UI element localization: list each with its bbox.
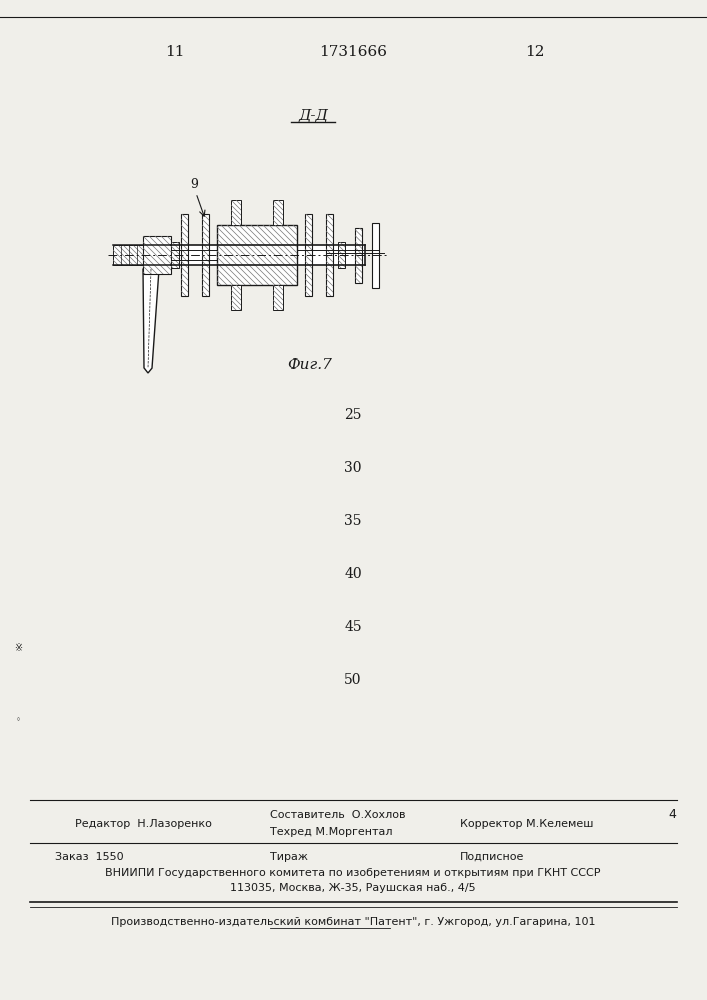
Polygon shape	[273, 285, 283, 310]
Text: Производственно-издательский комбинат "Патент", г. Ужгород, ул.Гагарина, 101: Производственно-издательский комбинат "П…	[111, 917, 595, 927]
Polygon shape	[143, 269, 159, 373]
Text: Техред М.Моргентал: Техред М.Моргентал	[270, 827, 392, 837]
Text: Заказ  1550: Заказ 1550	[55, 852, 124, 862]
Text: Корректор М.Келемеш: Корректор М.Келемеш	[460, 819, 593, 829]
Text: 25: 25	[344, 408, 362, 422]
Polygon shape	[171, 242, 179, 268]
Text: ВНИИПИ Государственного комитета по изобретениям и открытиям при ГКНТ СССР: ВНИИПИ Государственного комитета по изоб…	[105, 868, 601, 878]
Text: 113035, Москва, Ж-35, Раушская наб., 4/5: 113035, Москва, Ж-35, Раушская наб., 4/5	[230, 883, 476, 893]
Polygon shape	[326, 214, 333, 296]
Text: 50: 50	[344, 673, 362, 687]
Text: 45: 45	[344, 620, 362, 634]
Text: 30: 30	[344, 461, 362, 475]
Text: Д-Д: Д-Д	[298, 108, 328, 122]
Polygon shape	[181, 214, 188, 296]
Text: 35: 35	[344, 514, 362, 528]
Polygon shape	[113, 245, 143, 265]
Polygon shape	[305, 214, 312, 296]
Polygon shape	[355, 228, 362, 282]
Text: ※: ※	[14, 643, 22, 653]
Text: Подписное: Подписное	[460, 852, 525, 862]
Polygon shape	[231, 285, 241, 310]
Polygon shape	[143, 236, 171, 274]
Text: Редактор  Н.Лазоренко: Редактор Н.Лазоренко	[75, 819, 212, 829]
Polygon shape	[202, 214, 209, 296]
Text: 9: 9	[190, 178, 198, 192]
Text: 40: 40	[344, 567, 362, 581]
Polygon shape	[372, 223, 379, 288]
Text: Тираж: Тираж	[270, 852, 308, 862]
Polygon shape	[273, 200, 283, 225]
Polygon shape	[171, 245, 365, 265]
Text: 11: 11	[165, 45, 185, 59]
Polygon shape	[231, 200, 241, 225]
Text: 12: 12	[525, 45, 545, 59]
Polygon shape	[338, 242, 345, 268]
Text: 4: 4	[668, 808, 676, 822]
Polygon shape	[217, 225, 297, 285]
Text: Фиг.7: Фиг.7	[288, 358, 332, 372]
Text: Составитель  О.Хохлов: Составитель О.Хохлов	[270, 810, 406, 820]
Text: ◦: ◦	[16, 716, 21, 724]
Text: 1731666: 1731666	[319, 45, 387, 59]
